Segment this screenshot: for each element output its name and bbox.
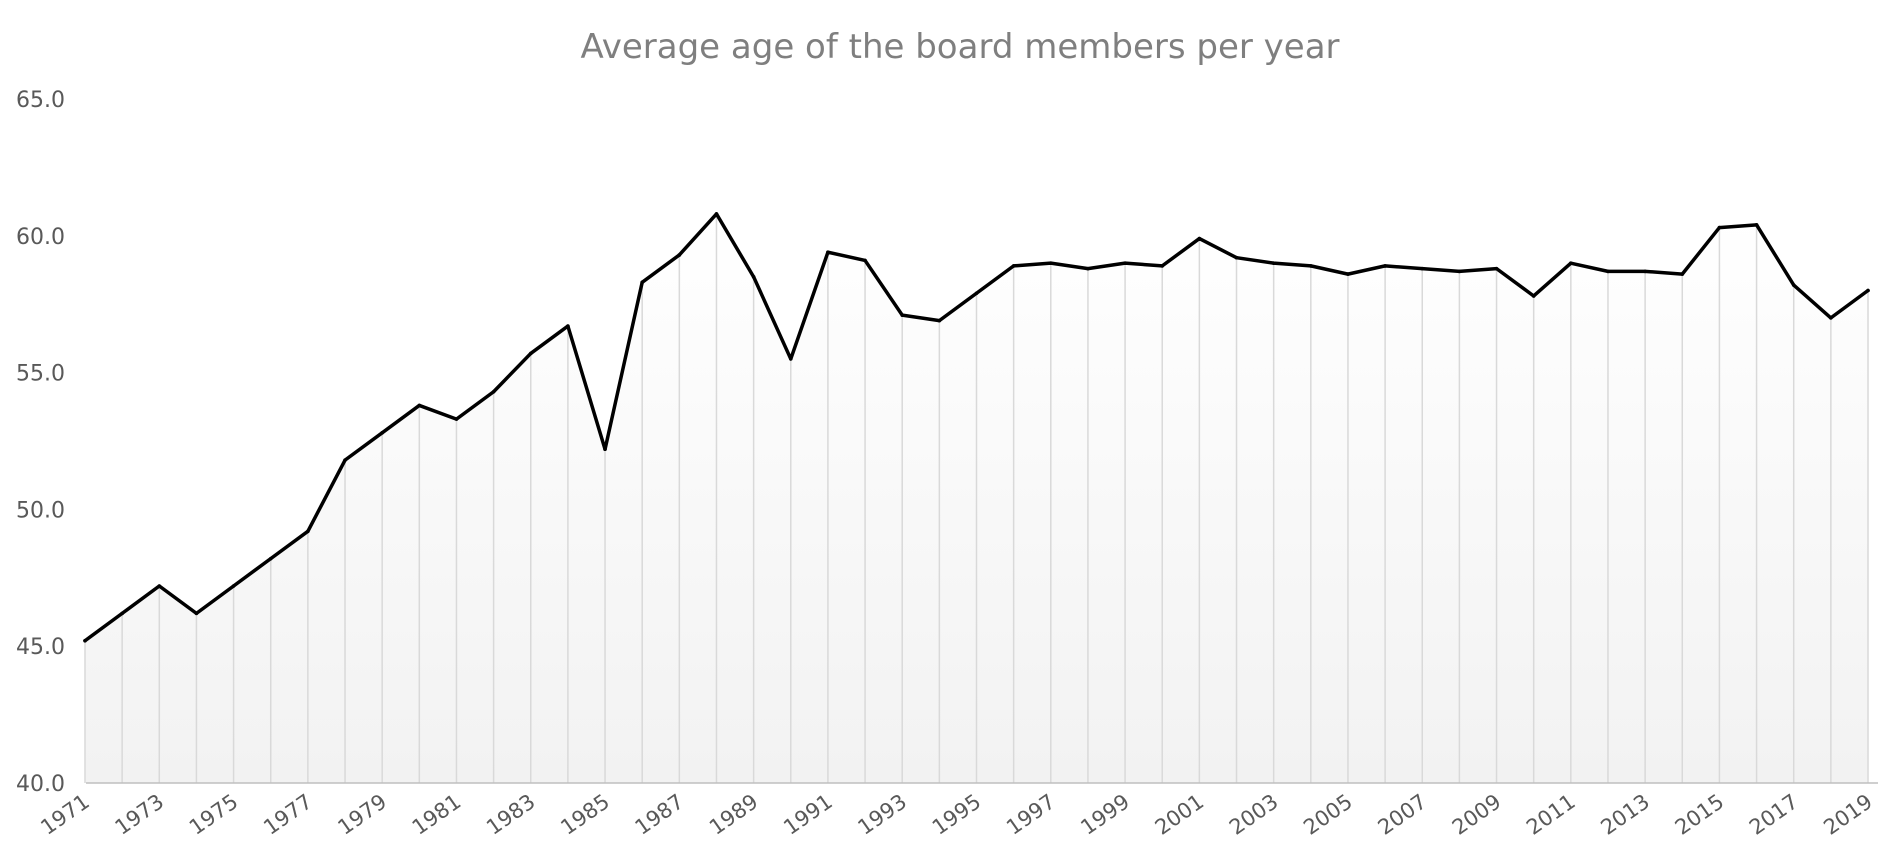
x-tick-label-1985: 1985 [556, 789, 614, 839]
data-point-2014 [1680, 272, 1685, 276]
y-tick-label-50.0: 50.0 [16, 498, 65, 523]
x-tick-label-1981: 1981 [408, 789, 466, 839]
data-point-2015 [1717, 225, 1722, 230]
x-tick-label-2017: 2017 [1745, 789, 1803, 839]
data-point-1993 [900, 313, 905, 317]
data-point-1983 [528, 351, 533, 356]
x-tick-label-1979: 1979 [333, 789, 391, 839]
data-point-1980 [417, 403, 422, 408]
x-tick-label-2001: 2001 [1151, 789, 1209, 839]
data-point-1978 [343, 458, 347, 462]
data-point-1991 [826, 250, 830, 255]
data-point-1994 [937, 318, 942, 323]
data-point-2009 [1494, 266, 1499, 271]
data-point-2018 [1829, 316, 1833, 320]
data-point-1976 [268, 556, 273, 561]
data-point-2017 [1791, 283, 1796, 287]
y-tick-label-55.0: 55.0 [16, 362, 65, 387]
data-point-2000 [1160, 264, 1165, 268]
data-point-1995 [974, 291, 979, 296]
data-point-1975 [231, 584, 236, 588]
data-point-1985 [603, 447, 607, 452]
x-tick-label-1989: 1989 [705, 789, 763, 839]
y-tick-label-60.0: 60.0 [16, 225, 65, 250]
data-point-1971 [83, 638, 87, 643]
y-tick-label-40.0: 40.0 [16, 772, 65, 797]
data-point-1973 [157, 584, 162, 588]
y-tick-label-45.0: 45.0 [16, 635, 65, 660]
x-tick-label-2011: 2011 [1522, 789, 1580, 839]
x-tick-label-1975: 1975 [185, 789, 243, 839]
data-point-2006 [1383, 264, 1387, 268]
data-point-2008 [1457, 269, 1462, 274]
data-point-1974 [194, 611, 199, 616]
data-point-1996 [1011, 264, 1016, 268]
data-point-2010 [1531, 294, 1536, 298]
x-tick-label-2007: 2007 [1374, 789, 1432, 839]
data-point-1990 [788, 357, 793, 361]
x-tick-label-2015: 2015 [1671, 789, 1729, 839]
data-point-1989 [751, 275, 756, 279]
data-point-2013 [1643, 269, 1647, 274]
data-point-1999 [1123, 261, 1127, 265]
data-point-1987 [677, 253, 682, 257]
data-point-2002 [1234, 255, 1239, 260]
data-point-1998 [1086, 266, 1090, 271]
x-tick-label-2003: 2003 [1225, 789, 1283, 839]
data-point-1997 [1048, 261, 1053, 265]
x-tick-label-1987: 1987 [631, 789, 689, 839]
x-tick-label-2019: 2019 [1819, 789, 1877, 839]
data-point-2019 [1866, 288, 1870, 293]
data-point-2003 [1271, 261, 1276, 265]
data-point-1984 [566, 324, 570, 328]
data-point-2011 [1569, 261, 1573, 265]
data-point-2005 [1346, 272, 1350, 276]
data-point-1981 [454, 417, 459, 421]
x-tick-label-1997: 1997 [1002, 789, 1060, 839]
data-point-1988 [714, 212, 719, 216]
data-point-1986 [640, 280, 644, 285]
chart-title: Average age of the board members per yea… [580, 27, 1339, 67]
y-tick-label-65.0: 65.0 [16, 88, 65, 113]
data-point-2001 [1197, 236, 1202, 241]
data-point-1972 [120, 611, 124, 616]
x-tick-label-1983: 1983 [482, 789, 540, 839]
data-point-2016 [1754, 223, 1759, 227]
data-point-2012 [1606, 269, 1610, 274]
x-tick-label-2005: 2005 [1299, 789, 1357, 839]
x-tick-label-1995: 1995 [928, 789, 986, 839]
data-point-2007 [1420, 266, 1425, 271]
data-point-1982 [491, 389, 496, 394]
data-point-1977 [306, 529, 310, 534]
data-point-1992 [863, 258, 867, 263]
x-tick-label-1999: 1999 [1076, 789, 1134, 839]
x-tick-label-2013: 2013 [1596, 789, 1654, 839]
data-point-1979 [380, 430, 384, 435]
data-point-2004 [1309, 264, 1313, 268]
x-tick-label-1973: 1973 [111, 789, 169, 839]
x-tick-label-1977: 1977 [259, 789, 317, 839]
x-tick-label-1993: 1993 [854, 789, 912, 839]
x-tick-label-2009: 2009 [1448, 789, 1506, 839]
x-tick-label-1991: 1991 [779, 789, 837, 839]
